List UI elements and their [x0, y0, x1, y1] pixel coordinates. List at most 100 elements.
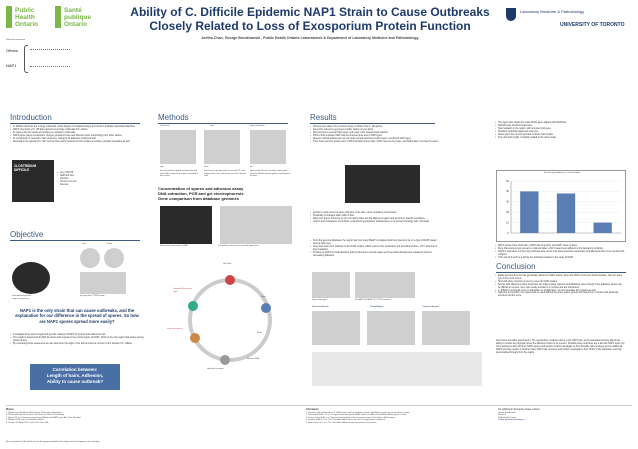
info-item: 3. Pizarro-Guajardo M, et al. Ultrastruc… — [306, 416, 396, 419]
chart-bar — [520, 191, 539, 233]
list-item: C. difficile infections are in large out… — [10, 126, 145, 129]
method-image-3 — [250, 130, 286, 164]
list-item: Possibly to NAP1 terminal domain's fully… — [310, 252, 440, 258]
adherence-chart: Percent spore adherence to cell monolaye… — [496, 170, 626, 242]
concentration-line2: DNA extraction, PCR and gel electrophore… — [158, 191, 244, 196]
correlation-box: Correlation between: Length of hairs, Ad… — [30, 364, 120, 390]
list-item: Align over the bp reference by the corru… — [310, 218, 440, 221]
divider — [10, 123, 140, 124]
list-item: NAP1 spore (spore exosporium, biotype) p… — [10, 135, 145, 138]
y-tick-label: 0 — [508, 231, 510, 235]
title-line2: Closely Related to Loss of Exosporium Pr… — [149, 19, 471, 33]
intro-bullets: C. difficile infections are in large out… — [10, 126, 145, 143]
objective-statement: NAP1 is the only strain that can cause o… — [15, 308, 139, 324]
domain-row: N-terminal domain Central Region C-termi… — [312, 306, 492, 348]
method-text-1: For clinical bottom plated, incubated fo… — [160, 170, 199, 177]
list-item: Found the reference genomes of other str… — [310, 129, 440, 132]
method-text-2: and of water spin after place to use spi… — [204, 170, 246, 177]
align-caption2: Sin NAP1 Bclc/BclA CT/CT/CTM contains 1 — [355, 299, 392, 301]
list-item: Sent primers to several NAP types, and m… — [310, 132, 440, 135]
method-col-label-1: Cell culture — [160, 125, 170, 127]
list-item: very UT0478 — [57, 172, 82, 175]
hair-image — [80, 272, 126, 294]
logo-en: Public Health Ontario — [15, 7, 39, 28]
domain-label-central: Central Region — [370, 306, 384, 308]
list-item: Hy Non-non-non licences — [57, 181, 82, 187]
correlation-line3: Ability to cause outbreak? — [46, 379, 104, 384]
divider — [310, 123, 435, 124]
list-item: NAP1R have identical sequences. — [495, 125, 625, 128]
spore-row-others — [30, 49, 70, 50]
photos-item: 4. Multiplex PCR strain of Clostridium D… — [6, 419, 45, 422]
info-item: 4. Paredes-Sabja D, et al. The Clostridi… — [306, 419, 386, 422]
results-gel-image — [345, 165, 420, 203]
cycle-right: Wash — [261, 296, 266, 298]
domain-image-3 — [422, 311, 470, 345]
list-item: Reverse clinical isolates are not yet un… — [310, 138, 440, 141]
concentration-line1: Concentration of spores and adhesion ass… — [158, 186, 244, 191]
results-bullets-mid2: From the genome database, the region has… — [310, 240, 440, 257]
list-item: From the genome database, the region has… — [310, 240, 440, 246]
hair-caption: Hy spore Hair CT0200 morph — [80, 295, 105, 297]
fluor-image — [160, 206, 212, 244]
methods-concentration: Concentration of spores and adhesion ass… — [158, 186, 298, 201]
list-item: Slow variation in the region, with a lon… — [495, 128, 625, 131]
concentration-line3: Gene comparison from database genomes — [158, 196, 239, 201]
results-right-bullets: NAP1 spores have short hairs, NAP4 has l… — [495, 245, 625, 260]
cycle-bottom: Heat lysis to extract — [207, 368, 224, 370]
gel-caption: Gel and blot sub-source on external stag… — [218, 245, 259, 247]
photos-item: 1. Photos from Clostridium difficile Gro… — [6, 411, 63, 414]
info-item: 1. Previous study by Flegal A, et al. Di… — [306, 411, 411, 414]
gel-image — [220, 206, 292, 244]
label-others: Others — [6, 48, 19, 53]
spore-tem-image — [12, 262, 50, 294]
right-logo: Laboratory Medicine & Pathobiology UNIVE… — [500, 8, 632, 32]
micro-image: CLOSTRIDIUM DIFFICILE — [12, 160, 54, 202]
list-item: CTG and CLS and for a further the indivi… — [495, 257, 625, 260]
spore-row-nap1 — [30, 66, 70, 67]
results-side-bullets: The figure also shows the entire BclA1 g… — [495, 122, 625, 139]
list-item: Conlon and comparison of the BclA, exosp… — [310, 221, 440, 224]
divider — [158, 123, 288, 124]
logo-bar-icon — [55, 6, 61, 28]
brace-icon — [24, 45, 28, 73]
info-item: 5. Barra-Carrasco J, et al. The Clostrid… — [306, 421, 377, 424]
list-item: Easily and trends in the hair geneticall… — [495, 275, 625, 281]
photos-item: 2. Photo credit from Vancomycin CDI Grou… — [6, 414, 65, 417]
method-col-label-3: Spore purification — [250, 125, 265, 127]
y-tick-label: 10 — [506, 220, 509, 224]
chart-plot: 50 40 30 20 10 0 — [506, 179, 621, 235]
photos-heading: Photos — [6, 409, 14, 411]
logo-uoft: UNIVERSITY OF TORONTO — [560, 22, 625, 28]
crest-icon — [506, 8, 516, 21]
list-item: NAP1 is cancelled, not the long restrict… — [495, 251, 625, 257]
ruling-caption: Ruling are comparison — [6, 39, 25, 41]
objective-bullets: Investigate those spore length and genet… — [10, 334, 145, 346]
list-item: Its exosporium is covered in hair struct… — [10, 138, 145, 141]
y-tick-label: 20 — [506, 210, 509, 214]
contact-role: Research — [498, 414, 507, 417]
cycle-diagram: Gel & blot Suspend cells dry and spore V… — [165, 258, 295, 388]
domain-label-c: C-terminal domain — [422, 306, 439, 308]
section-introduction: Introduction — [10, 113, 52, 122]
future-text: Next steps and other experiments: The re… — [496, 340, 625, 354]
list-item: NAP1 spores have short hairs, NAP4 has l… — [495, 245, 625, 248]
list-item: Staff and Non infection — [57, 175, 82, 181]
cycle-bottom-right: Measure DNA — [247, 358, 259, 360]
list-item: The length is determined for BCLA1 amino… — [10, 337, 145, 343]
spore-image-1 — [80, 248, 100, 268]
cycle-top: Gel & blot — [223, 263, 232, 265]
contact-email[interactable]: George.broukhanski@oahpp.ca — [498, 419, 525, 422]
label-nap1: NAP1 — [6, 63, 17, 68]
y-tick-label: 30 — [506, 200, 509, 204]
alignment-image-1 — [312, 272, 350, 298]
spore-image-2 — [104, 248, 124, 268]
logo-fr: Santé publique Ontario — [64, 7, 92, 28]
intro-side-notes: very UT0478 Staff and Non infection Hy N… — [57, 172, 82, 187]
section-conclusion: Conclusion — [496, 262, 536, 271]
list-item: NAP1 only strain of C. diff that caused … — [10, 129, 145, 132]
y-tick-label: 50 — [506, 179, 509, 183]
logo-bar-icon — [6, 6, 12, 28]
conclusion-bullets: Easily and trends in the hair geneticall… — [495, 275, 625, 298]
align-caption1: Glycan align type — [312, 299, 327, 301]
